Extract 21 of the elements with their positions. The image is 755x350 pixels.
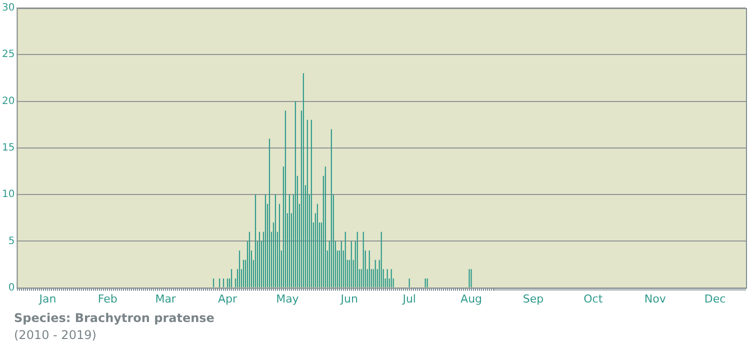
x-tick-label: Sep [522,292,544,306]
x-tick-label: Nov [644,292,666,306]
y-tick-label: 15 [2,142,15,154]
x-tick-label: Mar [155,292,176,306]
text: (2010 - 2019) [14,327,98,344]
x-tick-label: May [276,292,300,306]
y-tick-label: 0 [8,282,15,294]
text: Species: Brachytron pratense [14,310,214,327]
x-tick-label: Feb [98,292,118,306]
y-tick-label: 20 [2,96,15,107]
x-tick-label: Jul [402,292,416,306]
x-tick-label: Jun [340,292,358,306]
y-tick-label: 30 [2,2,15,14]
x-tick-label: Jan [38,292,56,306]
y-tick-label: 5 [8,236,15,247]
y-tick-label: 10 [2,189,15,200]
y-tick-label: 25 [2,49,15,60]
x-tick-label: Apr [218,292,238,306]
x-tick-label: Aug [460,292,482,306]
x-tick-label: Oct [584,292,604,306]
x-tick-label: Dec [704,292,726,306]
